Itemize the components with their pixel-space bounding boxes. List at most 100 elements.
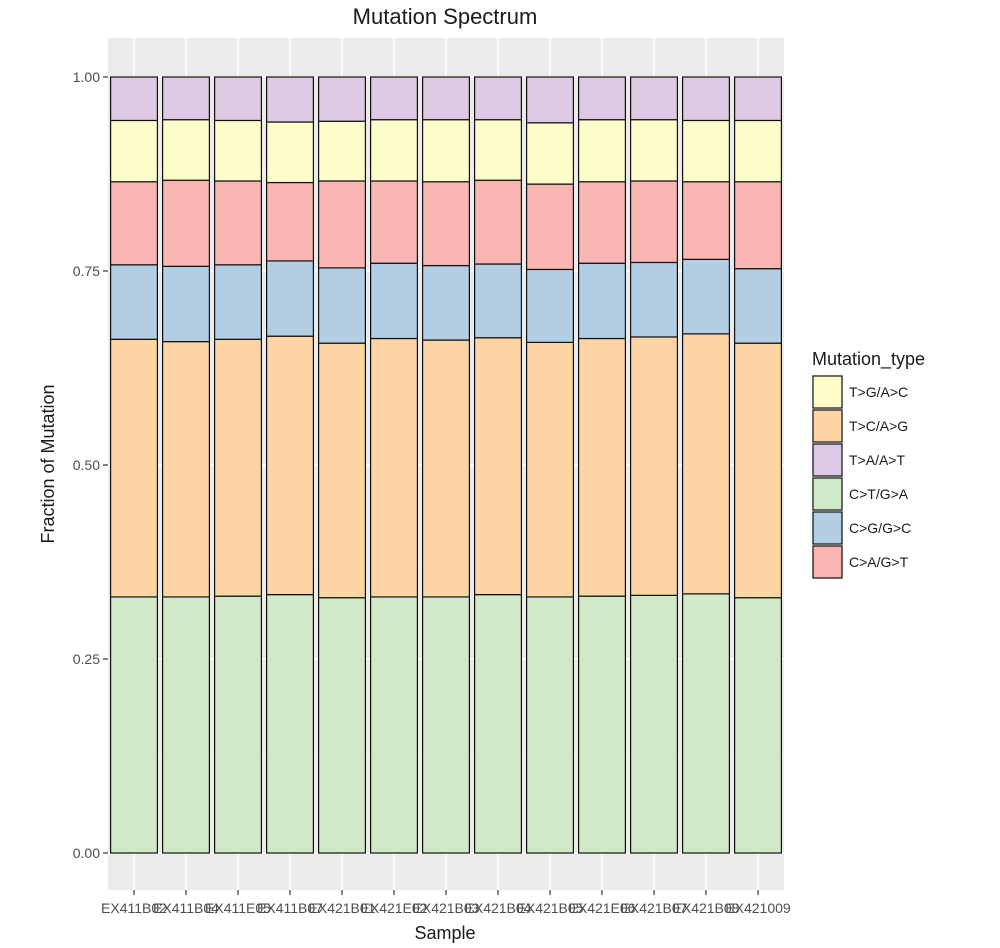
bar-stack: [109, 76, 158, 854]
bar-stack: [422, 76, 471, 854]
x-tick-label: EX421B05: [517, 900, 584, 916]
bar-segment: [266, 121, 315, 184]
x-tick-label: EX411B04: [153, 900, 219, 916]
bar-segment: [681, 258, 730, 335]
bar-segment: [266, 260, 315, 337]
bar-segment: [474, 593, 523, 854]
bar-segment: [525, 268, 574, 343]
bar-segment: [733, 268, 782, 344]
legend-swatch: [812, 409, 843, 443]
bar-segment: [266, 181, 315, 262]
bar-segment: [318, 120, 367, 182]
legend-swatch: [812, 545, 843, 579]
bar-segment: [370, 76, 419, 121]
bar-segment: [109, 596, 158, 854]
x-axis-label: Sample: [414, 923, 475, 943]
bar-segment: [681, 181, 730, 260]
bar-segment: [681, 76, 730, 122]
legend-label: T>A/A>T: [849, 452, 905, 468]
bar-segment: [474, 76, 523, 121]
bar-segment: [629, 180, 678, 264]
bar-segment: [318, 180, 367, 269]
bar-segment: [681, 593, 730, 854]
bar-segment: [733, 597, 782, 854]
y-tick-label: 0.00: [73, 845, 100, 861]
bar-segment: [474, 119, 523, 181]
bar-stack: [474, 76, 523, 854]
bar-segment: [162, 265, 211, 343]
bar-segment: [681, 333, 730, 595]
x-tick-label: EX411B07: [257, 900, 323, 916]
bar-segment: [577, 262, 626, 340]
chart-title: Mutation Spectrum: [353, 4, 538, 29]
bar-segment: [577, 181, 626, 264]
stacked-bars: [109, 76, 782, 854]
bar-segment: [422, 339, 471, 598]
bar-stack: [577, 76, 626, 854]
bar-segment: [629, 336, 678, 596]
bar-segment: [370, 119, 419, 182]
bar-stack: [318, 76, 367, 854]
bar-segment: [266, 593, 315, 854]
bar-stack: [733, 76, 782, 854]
bar-segment: [109, 338, 158, 598]
bar-segment: [422, 264, 471, 341]
bar-segment: [474, 263, 523, 339]
bar-segment: [214, 119, 263, 182]
legend-swatch: [812, 511, 843, 545]
bar-segment: [162, 76, 211, 121]
bar-segment: [266, 76, 315, 123]
y-tick-label: 0.50: [73, 457, 100, 473]
bar-segment: [629, 594, 678, 854]
x-tick-label: EX411B02: [101, 900, 167, 916]
bar-segment: [370, 180, 419, 264]
bar-segment: [214, 264, 263, 340]
bar-segment: [733, 76, 782, 122]
x-tick-label: EX411E05: [205, 900, 271, 916]
bar-segment: [109, 181, 158, 266]
legend-title: Mutation_type: [812, 349, 925, 370]
bar-segment: [577, 595, 626, 854]
bar-stack: [681, 76, 730, 854]
bar-segment: [422, 119, 471, 183]
bar-segment: [733, 342, 782, 599]
legend-swatch: [812, 375, 843, 409]
y-tick-label: 0.75: [73, 263, 100, 279]
bar-segment: [474, 337, 523, 596]
bar-segment: [109, 76, 158, 122]
bar-segment: [525, 596, 574, 854]
bar-stack: [266, 76, 315, 854]
bar-segment: [109, 119, 158, 183]
bar-segment: [525, 341, 574, 598]
bar-segment: [214, 338, 263, 597]
bar-segment: [318, 342, 367, 599]
bar-segment: [629, 76, 678, 121]
bar-segment: [629, 119, 678, 182]
bar-segment: [422, 76, 471, 121]
bar-segment: [370, 337, 419, 598]
y-tick-label: 1.00: [73, 69, 100, 85]
y-axis-label: Fraction of Mutation: [38, 384, 58, 543]
bar-segment: [162, 179, 211, 267]
x-tick-label: EX421B03: [413, 900, 480, 916]
bar-segment: [422, 181, 471, 267]
x-tick-label: EX421B08: [673, 900, 740, 916]
x-tick-label: EX421E02: [361, 900, 428, 916]
bar-segment: [162, 341, 211, 598]
legend-label: C>T/G>A: [849, 486, 909, 502]
x-tick-label: EX421B07: [621, 900, 688, 916]
x-tick-label: EX421E06: [569, 900, 636, 916]
bar-segment: [629, 261, 678, 338]
bar-segment: [577, 337, 626, 597]
x-axis: EX411B02EX411B04EX411E05EX411B07EX421B01…: [101, 890, 791, 916]
bar-stack: [629, 76, 678, 854]
bar-segment: [733, 119, 782, 183]
bar-segment: [214, 180, 263, 266]
bar-segment: [525, 183, 574, 271]
bar-segment: [370, 596, 419, 854]
bar-segment: [422, 596, 471, 854]
x-tick-label: EX421B01: [309, 900, 376, 916]
bar-segment: [370, 262, 419, 340]
bar-segment: [318, 267, 367, 344]
